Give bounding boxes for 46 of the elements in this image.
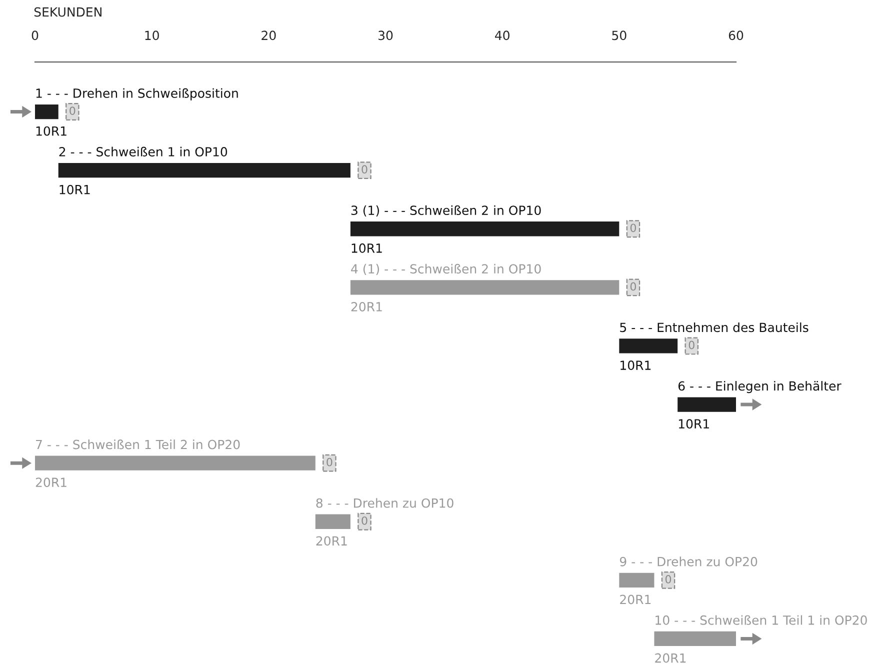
x-tick-label: 30 (378, 30, 393, 40)
y-tick-label: 1 - - - Drehen in Schweißposition (36, 88, 238, 100)
y-tick-label: 8 - - - Drehen zu OP10 (316, 498, 454, 508)
bar (678, 397, 736, 412)
y-tick-label: 4 (1) - - - Schweißen 2 in OP10 (351, 264, 541, 276)
annotation: 0 (70, 106, 76, 115)
x-tick-label: 60 (728, 30, 744, 40)
bar (315, 514, 350, 529)
bar (35, 104, 58, 120)
x-tick-label: 50 (612, 30, 626, 40)
x-tick-label: 40 (494, 30, 510, 40)
bar (350, 280, 620, 295)
x-tick-label: 20 (262, 30, 276, 40)
x-tick-label: 10 (145, 30, 159, 40)
bar (58, 163, 350, 178)
y-tick-label: 9 - - - Drehen zu OP20 (620, 556, 758, 566)
annotation: 20R1 (655, 653, 686, 663)
y-tick-label: 7 - - - Schweißen 1 Teil 2 in OP20 (36, 440, 240, 450)
annotation: 20R1 (620, 594, 651, 604)
annotation: 0 (362, 165, 368, 174)
annotation: 20R1 (316, 536, 347, 546)
annotation: 20R1 (351, 302, 382, 312)
annotation: 20R1 (36, 478, 66, 488)
annotation: 0 (362, 516, 368, 525)
y-tick-label: 6 - - - Einlegen in Behälter (678, 381, 842, 394)
annotation: 0 (688, 340, 694, 350)
bar (35, 456, 316, 470)
y-tick-label: 10 - - - Schweißen 1 Teil 1 in OP20 (656, 615, 867, 625)
x-axis-title: SEKUNDEN (34, 7, 102, 17)
annotation: 10R1 (678, 419, 709, 429)
annotation: 10R1 (620, 360, 651, 370)
bar (619, 572, 654, 588)
x-tick-label: 0 (32, 30, 38, 40)
y-tick-label: 3 (1) - - - Schweißen 2 in OP10 (351, 205, 541, 216)
annotation: 0 (665, 574, 672, 584)
bar (619, 338, 678, 354)
bar (350, 222, 620, 236)
bar (654, 631, 736, 646)
annotation: 0 (630, 282, 636, 291)
annotation: 0 (326, 458, 332, 466)
y-tick-label: 5 - - - Entnehmen des Bauteils (620, 322, 808, 332)
annotation: 0 (630, 224, 636, 232)
annotation: 10R1 (60, 184, 90, 194)
y-tick-label: 2 - - - Schweißen 1 in OP10 (59, 146, 228, 156)
annotation: 10R1 (36, 126, 66, 136)
annotation: 10R1 (352, 243, 382, 253)
